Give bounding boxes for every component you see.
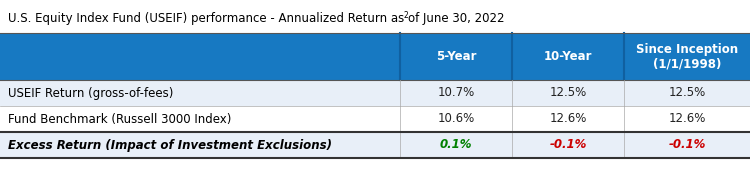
Text: -0.1%: -0.1% [668,138,706,152]
Text: 12.6%: 12.6% [668,112,706,125]
Text: Since Inception
(1/1/1998): Since Inception (1/1/1998) [636,42,738,71]
Text: 5-Year: 5-Year [436,50,476,63]
Text: Excess Return (Impact of Investment Exclusions): Excess Return (Impact of Investment Excl… [8,138,332,152]
Text: 12.5%: 12.5% [549,87,586,100]
Text: 10.6%: 10.6% [437,112,475,125]
Text: 0.1%: 0.1% [440,138,472,152]
Bar [0,33,750,80]
Text: 12.5%: 12.5% [668,87,706,100]
Text: Fund Benchmark (Russell 3000 Index): Fund Benchmark (Russell 3000 Index) [8,112,231,125]
Bar [0,132,750,158]
Text: 12.6%: 12.6% [549,112,586,125]
Text: USEIF Return (gross-of-fees): USEIF Return (gross-of-fees) [8,87,173,100]
Text: 2: 2 [404,11,408,20]
Bar [0,106,750,132]
Text: 10.7%: 10.7% [437,87,475,100]
Text: 10-Year: 10-Year [544,50,592,63]
Bar [0,80,750,106]
Text: -0.1%: -0.1% [549,138,586,152]
Text: U.S. Equity Index Fund (USEIF) performance - Annualized Return as of June 30, 20: U.S. Equity Index Fund (USEIF) performan… [8,12,505,25]
